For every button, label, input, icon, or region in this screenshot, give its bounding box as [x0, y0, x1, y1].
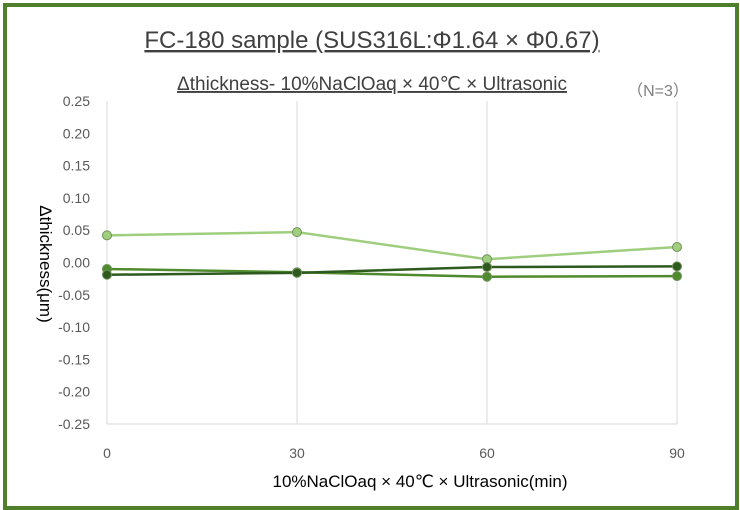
- chart-subtitle: Δthickness- 10%NaClOaq × 40℃ × Ultrasoni…: [177, 74, 567, 95]
- series-1-point: [292, 227, 302, 238]
- series-1-point: [102, 230, 112, 241]
- chart-frame: [3, 3, 739, 510]
- y-tick-label: 0.10: [63, 190, 90, 206]
- x-tick-label: 60: [479, 445, 495, 461]
- series-3-line: [106, 265, 678, 277]
- series-group: [102, 227, 682, 282]
- series-2-point: [672, 271, 682, 282]
- y-tick-label: -0.15: [58, 351, 90, 367]
- y-tick-label: 0.00: [63, 255, 90, 271]
- sample-count-note: （N=3）: [627, 82, 689, 100]
- series-1-line: [106, 230, 678, 261]
- y-tick-label: 0.20: [63, 125, 90, 141]
- x-axis-label: 10%NaClOaq × 40℃ × Ultrasonic(min): [273, 472, 568, 491]
- y-axis-label: Δthickness(μm): [36, 205, 55, 323]
- y-tick-label: 0.25: [63, 93, 90, 109]
- series-3-point: [292, 267, 302, 278]
- series-3-point: [482, 262, 492, 273]
- x-tick-label: 90: [669, 445, 685, 461]
- y-tick-label: 0.05: [63, 222, 90, 238]
- y-axis-ticks: 0.25 0.20 0.15 0.10 0.05 0.00 -0.05 -0.10 -0.15 -…: [58, 93, 90, 432]
- y-tick-label: -0.05: [58, 287, 90, 303]
- grid-lines: [106, 101, 678, 425]
- series-3-point: [672, 261, 682, 272]
- series-2-line: [106, 267, 678, 278]
- y-tick-label: -0.10: [58, 319, 90, 335]
- chart-title: FC-180 sample (SUS316L:Φ1.64 × Φ0.67): [144, 27, 599, 54]
- x-tick-label: 30: [289, 445, 305, 461]
- x-tick-label: 0: [103, 445, 111, 461]
- y-tick-label: -0.20: [58, 384, 90, 400]
- series-1-point: [672, 241, 682, 252]
- y-tick-label: 0.15: [63, 158, 90, 174]
- series-2-point: [482, 271, 492, 282]
- y-tick-label: -0.25: [58, 416, 90, 432]
- x-axis-ticks: 0 30 60 90: [103, 445, 685, 461]
- series-3-point: [102, 269, 112, 280]
